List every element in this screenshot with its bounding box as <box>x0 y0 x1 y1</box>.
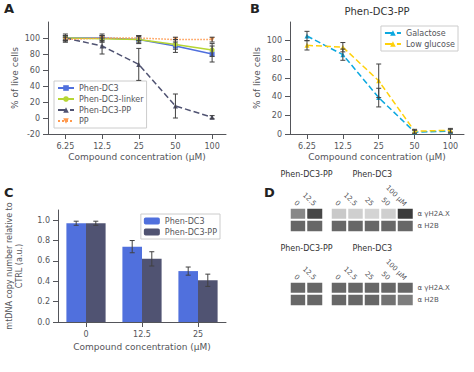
svg-text:100: 100 <box>443 142 458 151</box>
svg-text:% of live cells: % of live cells <box>252 47 262 109</box>
svg-text:Phen-DC3: Phen-DC3 <box>165 217 205 226</box>
svg-text:6.25: 6.25 <box>298 142 316 151</box>
svg-text:A: A <box>4 1 14 16</box>
svg-text:Phen-DC3: Phen-DC3 <box>352 244 392 253</box>
svg-text:50: 50 <box>380 270 392 282</box>
svg-text:12.5: 12.5 <box>301 191 318 208</box>
svg-text:6.25: 6.25 <box>56 142 74 151</box>
svg-text:20: 20 <box>30 98 40 107</box>
svg-text:12.5: 12.5 <box>334 142 352 151</box>
svg-text:100: 100 <box>204 142 219 151</box>
svg-text:CTRL (a.u.): CTRL (a.u.) <box>15 244 24 288</box>
svg-text:0: 0 <box>83 330 88 339</box>
svg-text:0.6: 0.6 <box>37 256 50 265</box>
svg-text:α H2B: α H2B <box>418 222 440 230</box>
svg-text:0: 0 <box>292 199 301 208</box>
svg-text:Compound concentration (μM): Compound concentration (μM) <box>308 152 445 162</box>
svg-text:B: B <box>250 1 260 16</box>
svg-text:0: 0 <box>333 273 342 282</box>
svg-text:100 μM: 100 μM <box>384 258 408 282</box>
svg-text:Phen-DC3-PP: Phen-DC3-PP <box>79 106 131 115</box>
svg-text:Phen-DC3-PP: Phen-DC3-PP <box>280 170 332 179</box>
svg-text:25: 25 <box>374 142 384 151</box>
svg-text:25: 25 <box>363 270 375 282</box>
svg-text:α H2B: α H2B <box>418 296 440 304</box>
svg-text:Phen-DC3: Phen-DC3 <box>79 84 119 93</box>
svg-text:100: 100 <box>267 36 282 45</box>
svg-text:100 μM: 100 μM <box>384 184 408 208</box>
svg-text:Phen-DC3: Phen-DC3 <box>352 170 392 179</box>
svg-text:α γH2A.X: α γH2A.X <box>418 284 451 292</box>
svg-text:60: 60 <box>272 74 282 83</box>
svg-text:1.0: 1.0 <box>37 216 50 225</box>
svg-text:80: 80 <box>30 50 40 59</box>
svg-text:12.5: 12.5 <box>342 265 359 282</box>
svg-text:PP: PP <box>79 117 89 126</box>
svg-text:50: 50 <box>380 196 392 208</box>
svg-text:Compound concentration (μM): Compound concentration (μM) <box>68 152 205 162</box>
svg-text:12.5: 12.5 <box>342 191 359 208</box>
svg-text:50: 50 <box>409 142 419 151</box>
svg-text:Phen-DC3-linker: Phen-DC3-linker <box>79 95 144 104</box>
svg-text:25: 25 <box>363 196 375 208</box>
svg-text:80: 80 <box>272 55 282 64</box>
svg-text:Compound concentration (μM): Compound concentration (μM) <box>73 342 210 352</box>
svg-text:% of live cells: % of live cells <box>10 47 20 109</box>
svg-text:Phen-DC3-PP: Phen-DC3-PP <box>165 228 217 237</box>
svg-text:40: 40 <box>272 92 282 101</box>
svg-text:25: 25 <box>134 142 144 151</box>
svg-text:-20: -20 <box>27 130 40 139</box>
svg-text:0.4: 0.4 <box>37 277 50 286</box>
svg-text:0.8: 0.8 <box>37 236 50 245</box>
svg-text:Galactose: Galactose <box>406 29 446 38</box>
svg-text:0: 0 <box>277 130 282 139</box>
svg-text:50: 50 <box>170 142 180 151</box>
svg-text:0.0: 0.0 <box>37 318 50 327</box>
svg-text:0.2: 0.2 <box>37 297 50 306</box>
svg-text:12.5: 12.5 <box>301 265 318 282</box>
svg-text:0: 0 <box>333 199 342 208</box>
svg-text:12.5: 12.5 <box>133 330 151 339</box>
svg-text:0: 0 <box>292 273 301 282</box>
svg-text:25: 25 <box>193 330 203 339</box>
svg-text:12.5: 12.5 <box>93 142 111 151</box>
svg-text:Low glucose: Low glucose <box>406 40 455 49</box>
svg-text:α γH2A.X: α γH2A.X <box>418 210 451 218</box>
svg-text:100: 100 <box>25 34 40 43</box>
svg-text:D: D <box>264 185 275 200</box>
svg-text:Phen-DC3-PP: Phen-DC3-PP <box>344 6 409 17</box>
svg-text:Phen-DC3-PP: Phen-DC3-PP <box>280 244 332 253</box>
svg-text:20: 20 <box>272 111 282 120</box>
svg-text:60: 60 <box>30 66 40 75</box>
svg-text:0: 0 <box>35 114 40 123</box>
svg-text:40: 40 <box>30 82 40 91</box>
svg-text:mtDNA copy number relative to: mtDNA copy number relative to <box>5 202 14 329</box>
svg-text:C: C <box>4 185 14 200</box>
